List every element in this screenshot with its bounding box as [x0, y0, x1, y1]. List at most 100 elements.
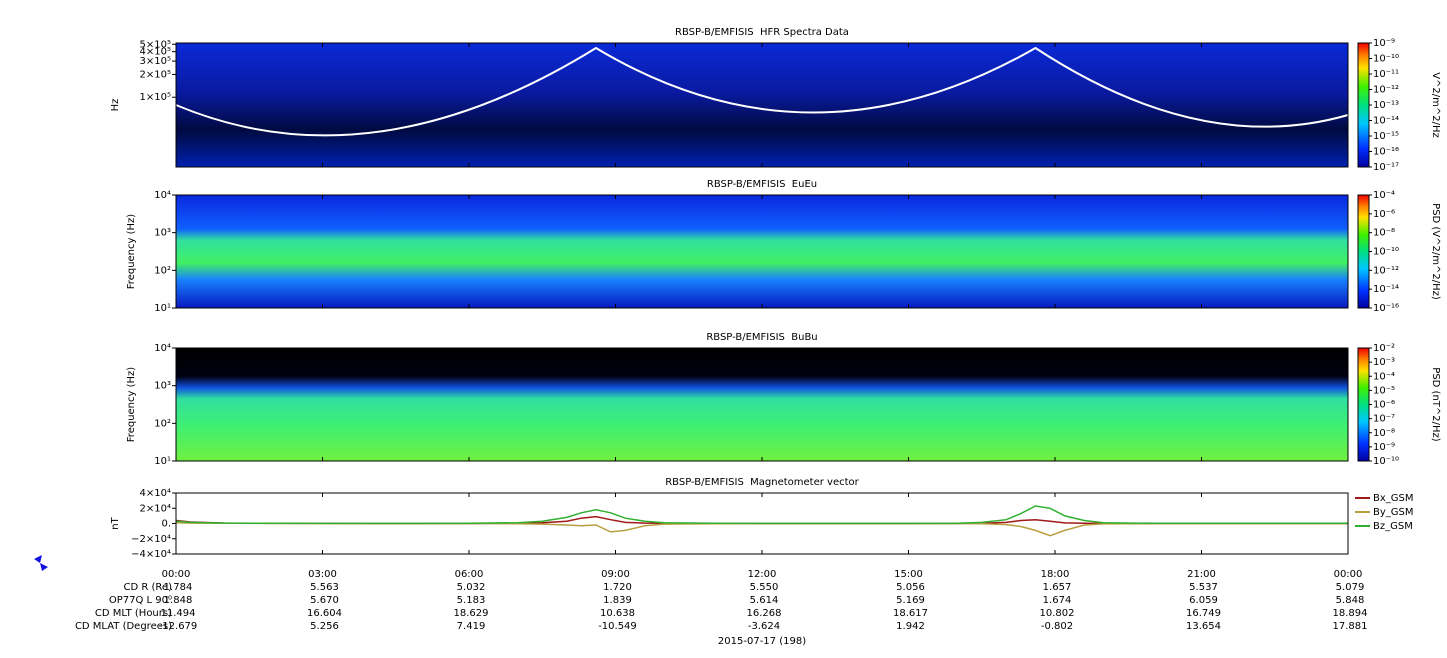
colorbar-tick-label: 10⁻⁷	[1373, 414, 1395, 425]
ephemeris-value: 6.059	[1189, 595, 1218, 606]
y-tick-label: 10¹	[154, 456, 171, 467]
x-tick-label: 21:00	[1187, 569, 1216, 580]
ephemeris-value: 5.032	[457, 582, 486, 593]
y-tick-label: 10¹	[154, 303, 171, 314]
x-tick-label: 03:00	[308, 569, 337, 580]
spectrogram-image	[176, 43, 1348, 167]
ephemeris-value: 5.079	[1336, 582, 1365, 593]
colorbar-tick-label: 10⁻¹⁰	[1373, 247, 1399, 258]
colorbar-tick-label: 10⁻¹²	[1373, 265, 1399, 276]
ephemeris-value: 10.638	[600, 608, 635, 619]
y-tick-label: 3×10⁵	[140, 56, 171, 67]
ephemeris-value: -0.802	[1041, 621, 1073, 632]
ephemeris-value: -3.624	[748, 621, 780, 632]
ephemeris-value: 5.848	[1336, 595, 1365, 606]
colorbar-tick-label: 10⁻¹⁶	[1373, 147, 1399, 158]
colorbar-tick-label: 10⁻⁵	[1373, 385, 1395, 396]
colorbar-tick-label: 10⁻¹⁴	[1373, 116, 1399, 127]
legend-label: By_GSM	[1373, 507, 1414, 518]
colorbar-label: PSD (nT^2/Hz)	[1430, 367, 1441, 441]
series-line	[175, 521, 1348, 537]
colorbar-tick-label: 10⁻¹⁰	[1373, 54, 1399, 65]
colorbar-tick-label: 10⁻⁴	[1373, 190, 1395, 201]
x-tick-label: 00:00	[1334, 569, 1363, 580]
colorbar-tick-label: 10⁻¹³	[1373, 100, 1399, 111]
legend-label: Bz_GSM	[1373, 521, 1413, 532]
colorbar-tick-label: 10⁻¹⁴	[1373, 284, 1399, 295]
ephemeris-value: 5.550	[750, 582, 779, 593]
y-tick-label: −2×10⁴	[131, 534, 171, 545]
ephemeris-value: 16.604	[307, 608, 342, 619]
colorbar-tick-label: 10⁻¹⁵	[1373, 131, 1399, 142]
colorbar	[1357, 42, 1370, 168]
x-tick-label: 09:00	[601, 569, 630, 580]
ephemeris-value: 5.563	[310, 582, 339, 593]
panel-title: RBSP-B/EMFISIS BuBu	[706, 332, 817, 343]
y-axis-label: nT	[110, 516, 121, 529]
colorbar-tick-label: 10⁻¹⁶	[1373, 303, 1399, 314]
colorbar-tick-label: 10⁻⁶	[1373, 400, 1395, 411]
x-tick-label: 18:00	[1041, 569, 1070, 580]
colorbar-tick-label: 10⁻⁹	[1373, 38, 1395, 49]
ephemeris-value: 18.894	[1333, 608, 1368, 619]
ephemeris-label: CD MLT (Hours)	[95, 608, 172, 619]
y-tick-label: 5×10⁵	[140, 39, 171, 50]
colorbar-label: PSD (V^2/m^2/Hz)	[1430, 203, 1441, 300]
ephemeris-value: 1.942	[896, 621, 925, 632]
ephemeris-value: 5.056	[896, 582, 925, 593]
ephemeris-value: -10.549	[598, 621, 637, 632]
x-tick-label: 06:00	[455, 569, 484, 580]
y-axis-label: Frequency (Hz)	[126, 367, 137, 443]
colorbar-tick-label: 10⁻⁸	[1373, 228, 1395, 239]
ephemeris-value: -12.679	[159, 621, 198, 632]
colorbar-tick-label: 10⁻¹⁷	[1373, 162, 1399, 173]
ephemeris-arrows	[34, 555, 48, 571]
date-label: 2015-07-17 (198)	[718, 636, 806, 647]
ephemeris-value: 5.537	[1189, 582, 1218, 593]
x-tick-label: 12:00	[748, 569, 777, 580]
y-axis-label: Hz	[110, 99, 121, 112]
ephemeris-value: 5.169	[896, 595, 925, 606]
ephemeris-value: 18.629	[454, 608, 489, 619]
ephemeris-label: CD R (Re)	[124, 582, 173, 593]
ephemeris-label: CD MLAT (Degrees)	[75, 621, 172, 632]
colorbar	[1357, 194, 1370, 309]
spectrogram-image	[176, 348, 1348, 461]
y-tick-label: 2×10⁴	[140, 503, 171, 514]
y-tick-label: 10²	[154, 418, 171, 429]
y-axis-label: Frequency (Hz)	[126, 214, 137, 290]
spectrogram-image	[176, 195, 1348, 308]
ephemeris-value: 17.881	[1333, 621, 1368, 632]
ephemeris-value: 7.419	[457, 621, 486, 632]
series-line	[175, 515, 1348, 525]
colorbar-label: V^2/m^2/Hz	[1430, 72, 1441, 138]
ephemeris-value: 5.614	[750, 595, 779, 606]
legend-label: Bx_GSM	[1373, 493, 1414, 504]
colorbar-tick-label: 10⁻¹⁰	[1373, 456, 1399, 467]
panel-title: RBSP-B/EMFISIS Magnetometer vector	[665, 477, 859, 488]
x-tick-label: 15:00	[894, 569, 923, 580]
ephemeris-value: 11.494	[161, 608, 196, 619]
ephemeris-value: 1.848	[164, 595, 193, 606]
colorbar-tick-label: 10⁻⁸	[1373, 428, 1395, 439]
ephemeris-value: 5.256	[310, 621, 339, 632]
ephemeris-value: 16.749	[1186, 608, 1221, 619]
ephemeris-value: 5.183	[457, 595, 486, 606]
ephemeris-value: 13.654	[1186, 621, 1221, 632]
colorbar-tick-label: 10⁻⁴	[1373, 371, 1395, 382]
y-tick-label: 0.	[161, 519, 171, 530]
panel-title: RBSP-B/EMFISIS EuEu	[707, 179, 817, 190]
y-tick-label: 4×10⁵	[140, 47, 171, 58]
y-tick-label: −4×10⁴	[131, 549, 171, 560]
y-tick-label: 2×10⁵	[140, 69, 171, 80]
y-tick-label: 1×10⁵	[140, 92, 171, 103]
ephemeris-value: 10.802	[1040, 608, 1075, 619]
colorbar-tick-label: 10⁻¹¹	[1373, 69, 1399, 80]
colorbar-tick-label: 10⁻¹²	[1373, 85, 1399, 96]
y-tick-label: 10²	[154, 265, 171, 276]
y-tick-label: 10⁴	[154, 190, 171, 201]
ephemeris-value: 1.674	[1043, 595, 1072, 606]
series-line	[175, 505, 1349, 525]
ephemeris-value: 1.657	[1043, 582, 1072, 593]
